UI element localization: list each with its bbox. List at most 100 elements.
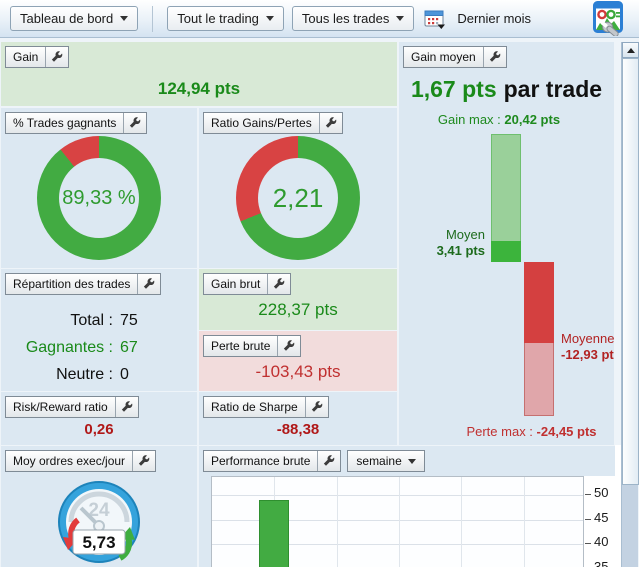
toolbar-separator (152, 5, 154, 32)
donut-hole (258, 158, 338, 238)
panel-gain-moyen-header: Gain moyen (403, 46, 507, 68)
perte-brute-value: -103,43 pts (255, 362, 341, 381)
panel-gain-moyen-title: Gain moyen (411, 50, 476, 64)
y-axis-tick-label: 35 (594, 558, 609, 567)
waterfall-gain-bar (491, 134, 521, 263)
repartition-row-neutre: Neutre : 0 (56, 366, 129, 383)
waterfall-gain-avg-seg (491, 240, 521, 263)
period-label: Dernier mois (457, 11, 532, 26)
risk-reward-settings-button[interactable] (114, 397, 138, 417)
dashboard-dropdown-label: Tableau de bord (20, 11, 114, 26)
dashboard-settings-icon[interactable] (593, 1, 627, 36)
gain-moyen-value: 1,67 pts par trade (399, 76, 614, 103)
repartition-row-total: Total : 75 (70, 312, 138, 329)
toolbar: Tableau de bord Tout le trading Tous les… (0, 0, 639, 38)
waterfall-loss-bar (524, 262, 554, 416)
wrench-icon (144, 278, 155, 289)
panel-gain-brut-header: Gain brut (203, 273, 292, 295)
wrench-icon (138, 455, 150, 466)
repartition-settings-button[interactable] (137, 274, 160, 294)
panel-sharpe-header: Ratio de Sharpe (203, 396, 329, 418)
panel-sharpe-title: Ratio de Sharpe (211, 400, 298, 414)
gain-brut-settings-button[interactable] (267, 274, 290, 294)
y-axis-tick-label: 40 (594, 534, 609, 549)
performance-settings-button[interactable] (317, 451, 340, 471)
waterfall-gain-max-label: Gain max : 20,42 pts (437, 112, 561, 127)
performance-period-dropdown[interactable]: semaine (347, 450, 425, 472)
clock-24h-icon: 24 5,73 (58, 481, 140, 563)
waterfall-perte-max-label: Perte max : -24,45 pts (466, 423, 597, 439)
winrate-settings-button[interactable] (123, 113, 146, 133)
scrollbar[interactable] (621, 42, 639, 567)
y-axis-tick-label: 45 (594, 509, 609, 525)
performance-period-label: semaine (356, 454, 402, 468)
chevron-down-icon (265, 16, 274, 21)
panel-perte-brute-title: Perte brute (211, 339, 271, 353)
panel-performance-title: Performance brute (211, 454, 311, 468)
panel-gap (615, 445, 621, 567)
panel-risk-reward: Risk/Reward ratio 0,26 (1, 392, 197, 445)
sharpe-settings-button[interactable] (304, 397, 328, 417)
panel-moy-ordres-header: Moy ordres exec/jour (5, 450, 157, 472)
svg-text:24: 24 (88, 500, 110, 521)
panel-moy-ordres-title: Moy ordres exec/jour (13, 454, 126, 468)
wrench-icon (325, 117, 337, 128)
wrench-icon (489, 51, 501, 62)
panel-sharpe: Ratio de Sharpe -88,38 (199, 392, 397, 445)
panel-gain-loss-ratio: Ratio Gains/Pertes 2,21 (199, 108, 397, 268)
perte-brute-settings-button[interactable] (277, 336, 300, 356)
gain-settings-button[interactable] (45, 47, 68, 67)
wrench-icon (284, 340, 295, 351)
trades-filter-dropdown[interactable]: Tous les trades (291, 6, 415, 31)
chevron-down-icon (396, 16, 405, 21)
wrench-icon (121, 401, 133, 412)
gain-brut-value: 228,37 pts (258, 300, 338, 319)
wrench-icon (130, 117, 141, 128)
waterfall-loss-avg-seg (524, 262, 554, 344)
gain-moyen-waterfall-chart: Gain max : 20,42 pts Moyen 3,41 pts Moye… (399, 110, 614, 445)
panel-gain-brut: Gain brut 228,37 pts (199, 269, 397, 330)
panel-repartition-title: Répartition des trades (13, 277, 131, 291)
waterfall-moyenne-label: Moyenne -12,93 pts (561, 331, 614, 363)
arrow-up-icon (626, 47, 635, 53)
repartition-list: Total : 75 Gagnantes : 67 Neutre : 0 Per… (1, 307, 197, 391)
panel-winrate-title: % Trades gagnants (13, 116, 117, 130)
wrench-icon (324, 455, 335, 466)
orders-per-day-gauge: 24 5,73 (1, 478, 197, 567)
scrollbar-up-button[interactable] (622, 42, 639, 58)
panel-repartition-header: Répartition des trades (5, 273, 162, 295)
donut-hole (59, 158, 139, 238)
repartition-row-perdantes: Perdantes : 8 (1, 388, 197, 391)
sharpe-value: -88,38 (276, 421, 320, 438)
panel-gain-brut-title: Gain brut (211, 277, 261, 291)
dashboard-dropdown[interactable]: Tableau de bord (10, 6, 139, 31)
gain-loss-ratio-settings-button[interactable] (318, 113, 342, 133)
panel-gain-title: Gain (13, 50, 39, 64)
panel-perte-brute: Perte brute -103,43 pts (199, 331, 397, 391)
trades-filter-label: Tous les trades (301, 11, 390, 26)
gain-value: 124,94 pts (157, 79, 241, 98)
panel-risk-reward-title: Risk/Reward ratio (13, 400, 108, 414)
trading-scope-dropdown[interactable]: Tout le trading (167, 6, 284, 31)
winrate-donut-chart: 89,33 % (37, 136, 161, 260)
panel-gain-loss-ratio-header: Ratio Gains/Pertes (203, 112, 343, 134)
panel-performance: Performance brute semaine 50 45 40 35 (199, 446, 615, 567)
panel-performance-header: Performance brute (203, 450, 342, 472)
scrollbar-thumb[interactable] (622, 58, 639, 485)
gain-loss-ratio-value: 2,21 (272, 182, 324, 213)
panel-gain-moyen: Gain moyen 1,67 pts par trade Gain max : … (399, 42, 614, 445)
wrench-icon (311, 401, 323, 412)
panel-perte-brute-header: Perte brute (203, 335, 302, 357)
waterfall-moyen-label: Moyen 3,41 pts (436, 226, 485, 258)
gain-moyen-settings-button[interactable] (482, 47, 506, 67)
risk-reward-value: 0,26 (84, 421, 114, 438)
panel-moy-ordres: Moy ordres exec/jour 24 5,73 (1, 446, 197, 567)
panel-gain: Gain 124,94 pts (1, 42, 397, 106)
panel-winrate-header: % Trades gagnants (5, 112, 148, 134)
gain-moyen-suffix: par trade (503, 76, 603, 102)
moy-ordres-settings-button[interactable] (132, 451, 155, 471)
panel-gain-header: Gain (5, 46, 70, 68)
performance-chart: 50 45 40 35 (211, 476, 615, 567)
calendar-icon[interactable] (424, 8, 447, 30)
performance-plot (211, 476, 584, 567)
